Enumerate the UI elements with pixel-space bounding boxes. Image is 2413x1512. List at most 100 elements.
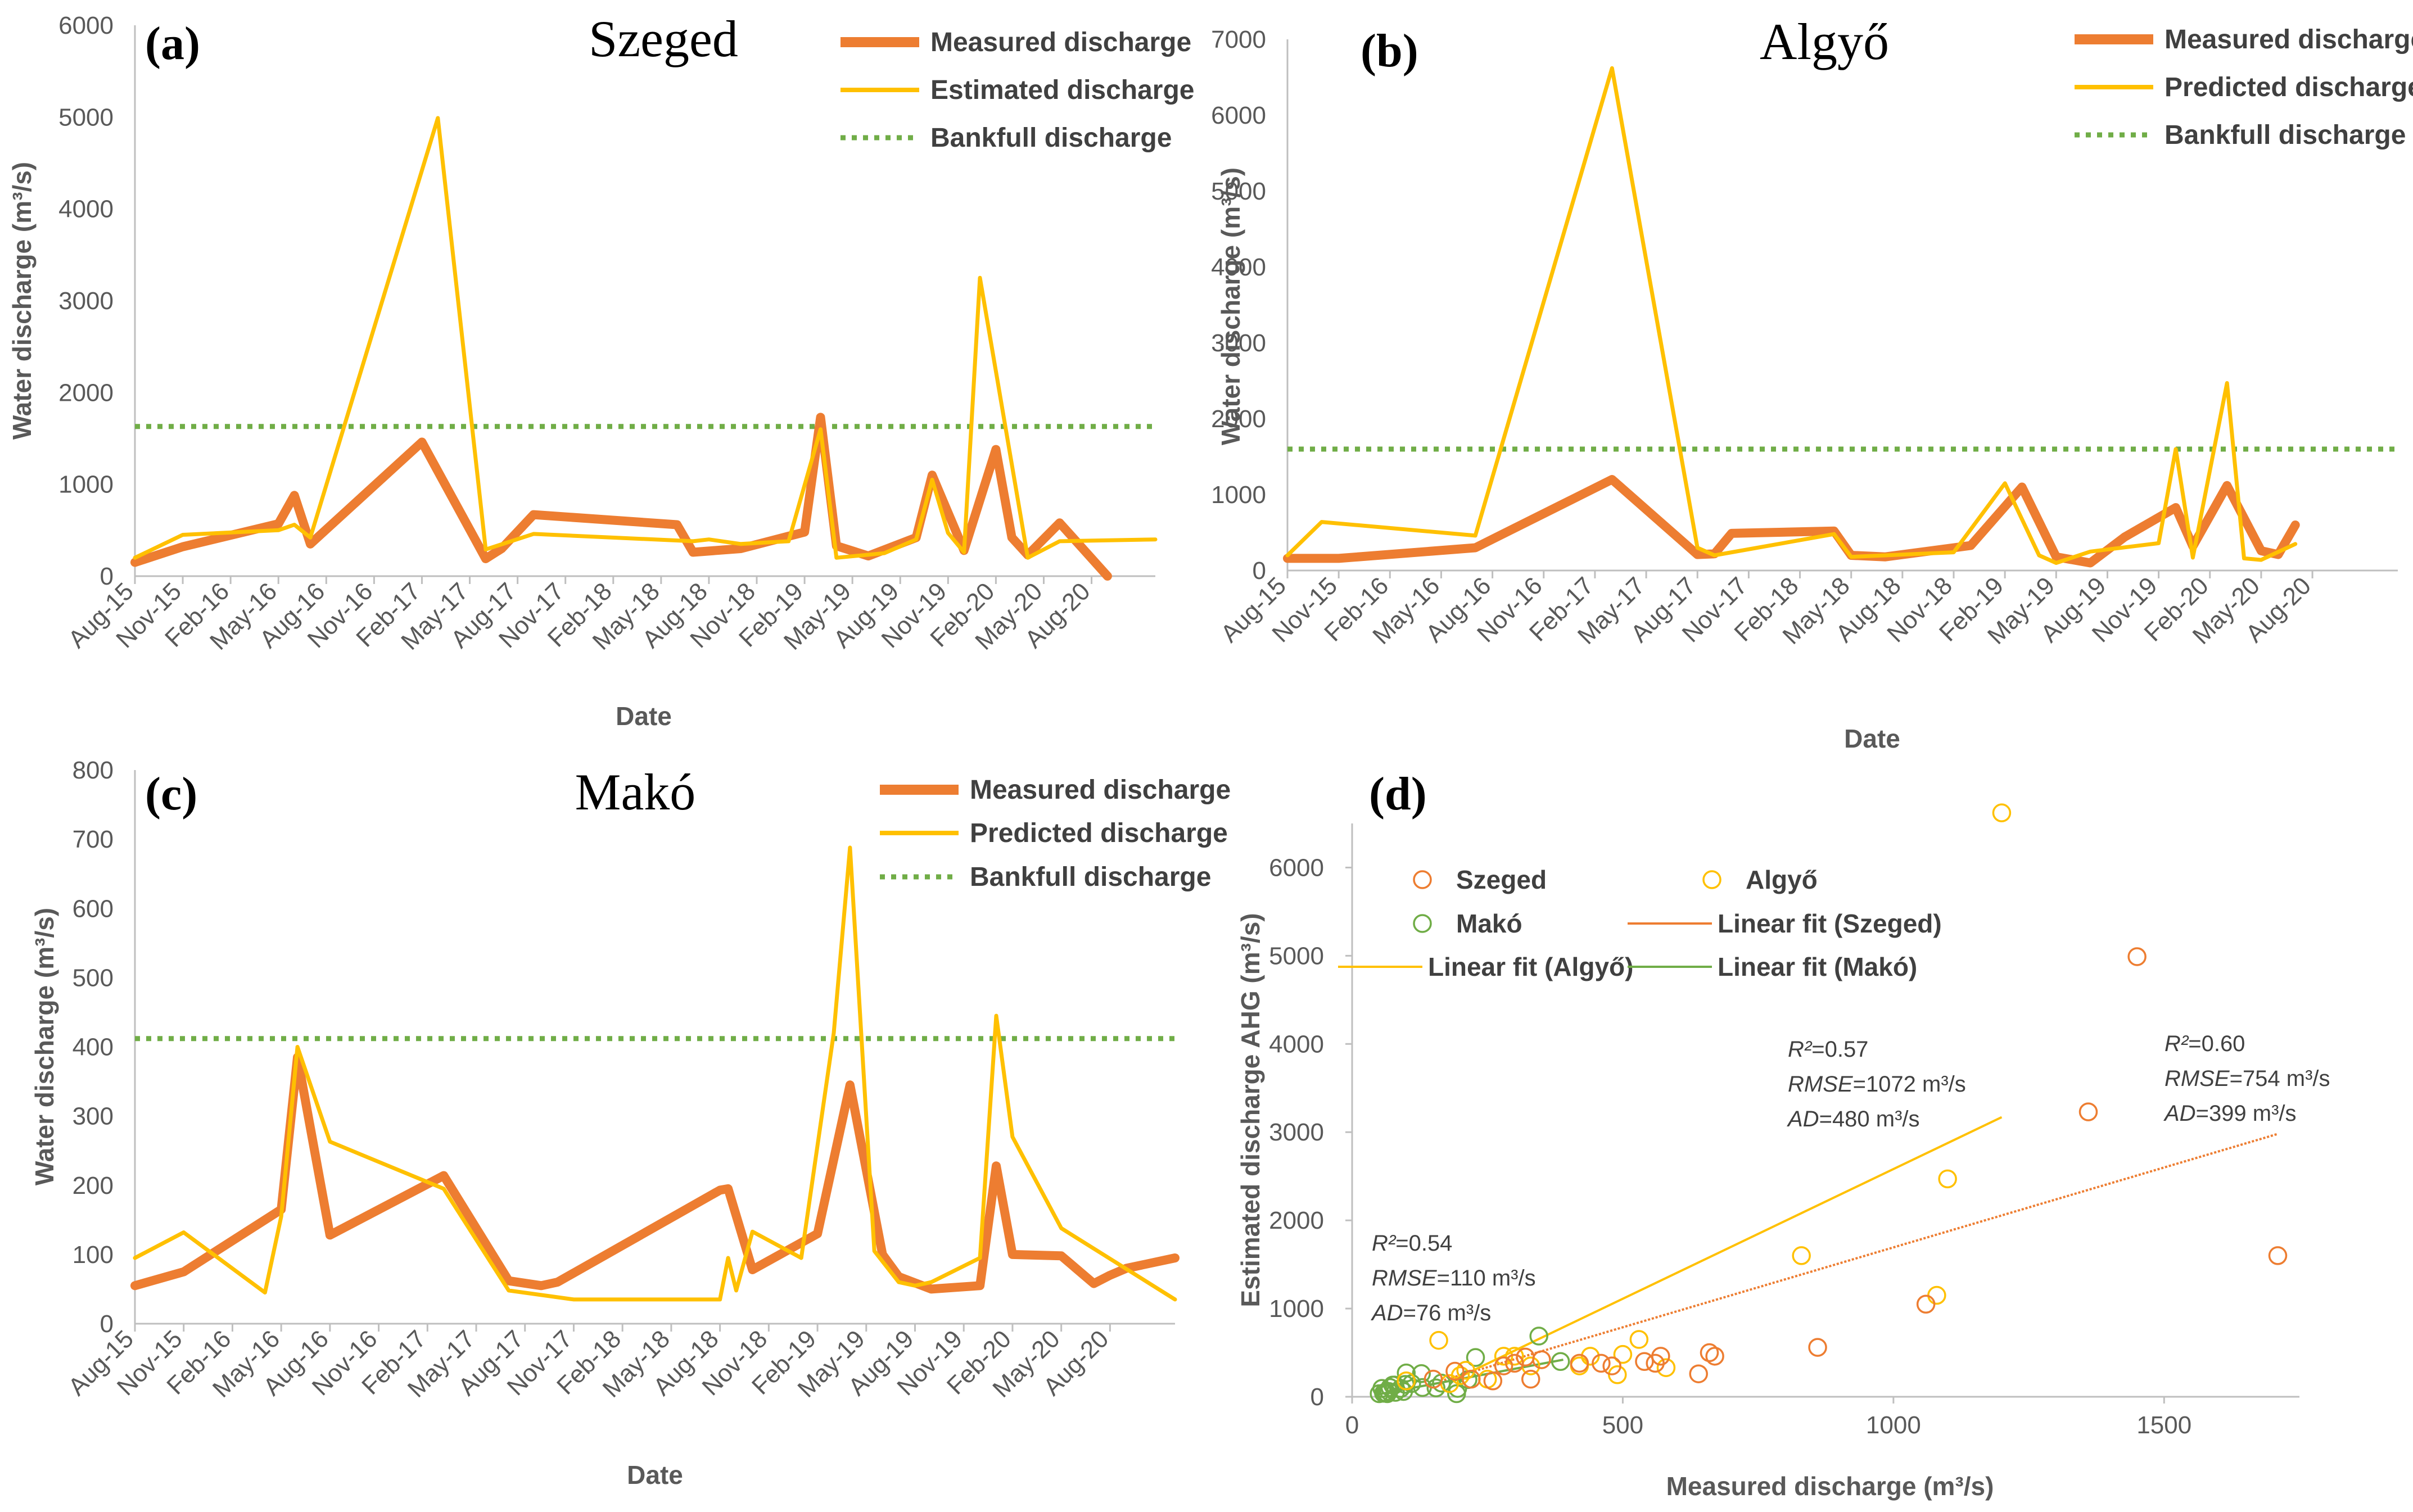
legend-label: Linear fit (Algyő): [1428, 952, 1633, 981]
scatter-point-algyo: [1792, 1246, 1811, 1265]
legend-label: Bankfull discharge: [970, 862, 1211, 892]
annotation-symbol: RMSE: [1788, 1072, 1854, 1097]
x-tick-label: 1500: [2136, 1411, 2191, 1439]
annotation-algyo-rmse: RMSE=1072 m³/s: [1788, 1072, 1966, 1097]
scatter-point-algyo: [1505, 1347, 1524, 1366]
annotation-symbol: AD: [1371, 1301, 1403, 1325]
scatter-point-mako: [1380, 1378, 1400, 1397]
scatter-point-szeged: [1808, 1338, 1827, 1357]
y-tick-label: 1000: [1269, 1295, 1324, 1323]
scatter-point-algyo: [1927, 1285, 1946, 1305]
annotation-value: =0.54: [1395, 1231, 1452, 1256]
legend-label: Predicted discharge: [2165, 73, 2413, 102]
y-axis-title: Water discharge (m³/s): [7, 162, 37, 440]
scatter-point-szeged: [1424, 1369, 1443, 1389]
panel-letter: (d): [1369, 768, 1427, 820]
annotation-value: =399 m³/s: [2196, 1101, 2297, 1126]
legend-label: Measured discharge: [970, 775, 1231, 805]
annotation-szeged-r2: R²=0.60: [2165, 1031, 2245, 1056]
annotation-symbol: R²: [1372, 1231, 1397, 1256]
y-tick-label: 5000: [1269, 942, 1324, 970]
y-tick-label: 4000: [1211, 253, 1266, 281]
y-tick-label: 1000: [58, 471, 114, 499]
y-tick-label: 3000: [58, 287, 114, 315]
scatter-point-algyo: [1580, 1347, 1600, 1366]
y-tick-label: 6000: [1211, 102, 1266, 129]
annotation-value: =1072 m³/s: [1853, 1072, 1966, 1097]
y-tick-label: 1000: [1211, 481, 1266, 509]
panel-title: Szeged: [589, 10, 738, 67]
scatter-point-szeged: [1705, 1347, 1724, 1366]
scatter-point-szeged: [1445, 1361, 1465, 1381]
x-tick-label: 0: [1345, 1411, 1359, 1439]
measured-series-line: [1283, 475, 2300, 568]
x-tick-label: 1000: [1866, 1411, 1921, 1439]
scatter-point-algyo: [1656, 1358, 1676, 1377]
fit-line-szeged: [1444, 1133, 2279, 1382]
panel-title: Algyő: [1760, 13, 1889, 70]
y-tick-label: 0: [1253, 557, 1266, 585]
y-tick-label: 3000: [1269, 1119, 1324, 1146]
y-tick-label: 400: [73, 1034, 114, 1061]
annotation-symbol: R²: [2165, 1031, 2189, 1056]
legend-label: Measured discharge: [2165, 25, 2413, 55]
scatter-point-mako: [1551, 1352, 1570, 1371]
scatter-point-szeged: [2268, 1246, 2288, 1265]
y-tick-label: 0: [100, 1310, 114, 1338]
legend-label: Measured discharge: [930, 28, 1191, 57]
y-tick-label: 200: [73, 1172, 114, 1199]
panel-c: 0100200300400500600700800Aug-15Nov-15Feb…: [30, 757, 1231, 1490]
scatter-point-szeged: [1916, 1294, 1936, 1314]
scatter-point-mako: [1529, 1327, 1548, 1346]
scatter-point-szeged: [1505, 1353, 1524, 1373]
annotation-symbol: RMSE: [1372, 1266, 1438, 1291]
scatter-point-algyo: [1450, 1366, 1470, 1386]
panel-letter: (b): [1361, 25, 1418, 77]
y-tick-label: 6000: [1269, 854, 1324, 881]
legend-label: Predicted discharge: [970, 818, 1228, 848]
annotation-algyo-ad: AD=480 m³/s: [1787, 1107, 1920, 1131]
y-tick-label: 2000: [1269, 1207, 1324, 1234]
y-tick-label: 6000: [58, 12, 114, 39]
y-tick-label: 7000: [1211, 26, 1266, 53]
annotation-algyo-r2: R²=0.57: [1788, 1037, 1868, 1062]
panel-letter: (c): [145, 768, 197, 820]
legend-label: Makó: [1456, 909, 1522, 938]
y-tick-label: 0: [1311, 1383, 1324, 1411]
x-axis-title: Date: [616, 701, 672, 731]
scatter-point-algyo: [1494, 1347, 1513, 1366]
y-tick-label: 5000: [1211, 178, 1266, 205]
measured-series-line: [130, 1053, 1180, 1294]
y-tick-label: 4000: [58, 196, 114, 223]
scatter-point-szeged: [1592, 1353, 1611, 1373]
y-axis-title: Estimated discharge AHG (m³/s): [1236, 913, 1265, 1307]
panel-letter: (a): [145, 17, 200, 70]
y-tick-label: 800: [73, 757, 114, 784]
annotation-mako-rmse: RMSE=110 m³/s: [1372, 1266, 1536, 1291]
legend-label: Szeged: [1456, 865, 1547, 894]
legend-label: Algyő: [1746, 865, 1818, 894]
scatter-point-mako: [1426, 1378, 1445, 1398]
annotation-value: =76 m³/s: [1403, 1301, 1492, 1325]
y-tick-label: 700: [73, 826, 114, 853]
annotation-value: =480 m³/s: [1819, 1107, 1920, 1131]
y-tick-label: 300: [73, 1103, 114, 1130]
annotation-symbol: AD: [1787, 1107, 1819, 1131]
scatter-point-algyo: [1613, 1344, 1633, 1364]
annotation-value: =110 m³/s: [1437, 1266, 1536, 1291]
annotation-value: =0.60: [2188, 1031, 2245, 1056]
scatter-point-szeged: [1494, 1356, 1513, 1375]
legend-marker: [1702, 870, 1721, 889]
legend-marker: [1413, 870, 1432, 889]
legend-label: Estimated discharge: [930, 75, 1195, 105]
y-tick-label: 2000: [1211, 405, 1266, 433]
annotation-mako-ad: AD=76 m³/s: [1371, 1301, 1491, 1325]
legend-label: Bankfull discharge: [2165, 120, 2406, 150]
y-axis-title: Water discharge (m³/s): [30, 908, 59, 1185]
scatter-point-szeged: [1532, 1350, 1551, 1369]
scatter-point-szeged: [2127, 947, 2147, 966]
scatter-point-szeged: [1689, 1364, 1708, 1383]
scatter-point-algyo: [1629, 1330, 1649, 1349]
scatter-point-szeged: [2078, 1102, 2098, 1121]
scatter-point-szeged: [1700, 1343, 1719, 1362]
